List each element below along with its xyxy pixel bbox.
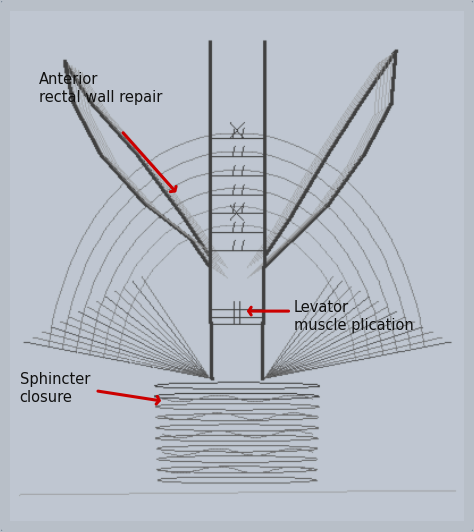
Text: Levator
muscle plication: Levator muscle plication [294,301,413,333]
Text: Anterior
rectal wall repair: Anterior rectal wall repair [38,72,162,105]
Text: Sphincter
closure: Sphincter closure [19,372,90,404]
